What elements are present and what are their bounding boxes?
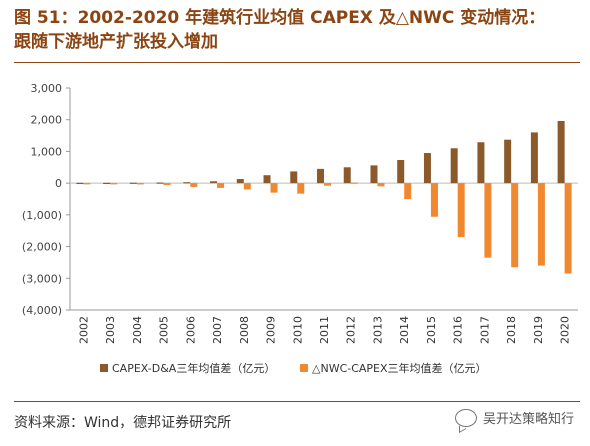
chart-title: 图 51：2002-2020 年建筑行业均值 CAPEX 及△NWC 变动情况：…: [14, 6, 580, 54]
bar-nwc-capex: [163, 183, 171, 186]
x-tick-label: 2009: [265, 316, 278, 344]
y-tick-label: (1,000): [22, 209, 62, 222]
x-tick-label: 2011: [318, 316, 331, 344]
bar-capex-da: [557, 120, 565, 184]
x-tick-label: 2005: [158, 316, 171, 344]
bar-capex-da: [76, 182, 84, 185]
bar-nwc-capex: [350, 182, 358, 184]
bar-nwc-capex: [404, 183, 412, 199]
x-tick-label: 2008: [238, 316, 251, 344]
wechat-icon: [454, 408, 477, 427]
x-tick-label: 2019: [532, 316, 545, 344]
x-tick-label: 2015: [425, 316, 438, 344]
bar-nwc-capex: [190, 183, 198, 187]
bar-capex-da: [317, 168, 324, 184]
watermark-text: 吴开达策略知行: [482, 412, 574, 427]
bar-nwc-capex: [110, 183, 118, 185]
footer-divider: [14, 401, 580, 402]
x-tick-label: 2007: [211, 316, 224, 344]
y-tick-label: (3,000): [22, 272, 62, 285]
bar-nwc-capex: [136, 183, 144, 185]
bar-nwc-capex: [243, 183, 251, 190]
y-tick-label: (2,000): [22, 241, 62, 254]
bar-nwc-capex: [511, 183, 519, 268]
bar-capex-da: [504, 139, 512, 184]
x-tick-label: 2016: [452, 316, 465, 344]
bar-nwc-capex: [83, 183, 91, 185]
bar-capex-da: [290, 171, 298, 184]
y-tick-label: 2,000: [31, 114, 63, 127]
legend-label: △NWC-CAPEX三年均值差（亿元）: [312, 361, 487, 375]
title-divider: [14, 62, 580, 63]
bar-capex-da: [183, 182, 191, 184]
bar-nwc-capex: [564, 183, 572, 274]
bar-capex-da: [397, 159, 405, 184]
bar-capex-da: [370, 165, 378, 184]
x-tick-label: 2018: [505, 316, 518, 344]
bar-capex-da: [210, 181, 218, 184]
x-tick-label: 2017: [478, 316, 491, 344]
bar-nwc-capex: [270, 183, 278, 193]
bar-nwc-capex: [484, 183, 492, 258]
x-tick-label: 2002: [77, 316, 90, 344]
bar-capex-da: [156, 182, 164, 184]
y-tick-label: 3,000: [31, 82, 63, 95]
bar-nwc-capex: [430, 183, 438, 217]
x-tick-label: 2013: [371, 316, 384, 344]
bar-capex-da: [530, 132, 538, 184]
bar-capex-da: [423, 153, 431, 184]
x-tick-label: 2012: [345, 316, 358, 344]
x-tick-label: 2004: [131, 316, 144, 344]
legend-swatch: [100, 364, 108, 372]
bar-capex-da: [343, 167, 351, 184]
bar-nwc-capex: [297, 183, 305, 194]
watermark: 吴开达策略知行: [450, 406, 578, 429]
bar-capex-da: [236, 179, 244, 184]
bar-nwc-capex: [324, 183, 331, 186]
title-line-1: 图 51：2002-2020 年建筑行业均值 CAPEX 及△NWC 变动情况：: [14, 8, 546, 28]
bar-nwc-capex: [537, 183, 545, 266]
title-line-2: 跟随下游地产扩张投入增加: [14, 32, 218, 52]
bar-capex-da: [263, 175, 271, 184]
legend-swatch: [300, 364, 308, 372]
x-tick-label: 2014: [398, 316, 411, 344]
chart-area: 3,000 2,000 1,000 0 (1,000) (2,000) (3,000) (4,…: [0, 66, 590, 396]
bar-capex-da: [103, 182, 111, 185]
x-tick-label: 2003: [104, 316, 117, 344]
bar-capex-da: [477, 142, 485, 184]
source-note: 资料来源：Wind，德邦证券研究所: [14, 415, 232, 431]
y-tick-label: 1,000: [31, 145, 63, 158]
y-tick-label: 0: [55, 177, 62, 190]
legend-label: CAPEX-D&A三年均值差（亿元）: [112, 361, 275, 375]
x-tick-label: 2010: [291, 316, 304, 344]
bar-nwc-capex: [457, 183, 465, 238]
bar-nwc-capex: [217, 183, 225, 188]
bar-capex-da: [129, 182, 137, 184]
bar-chart: 3,000 2,000 1,000 0 (1,000) (2,000) (3,000) (4,…: [22, 82, 578, 375]
bar-capex-da: [450, 148, 458, 184]
x-tick-label: 2006: [184, 316, 197, 344]
x-tick-label: 2020: [559, 316, 572, 344]
y-tick-label: (4,000): [22, 304, 62, 317]
bar-nwc-capex: [377, 183, 385, 187]
